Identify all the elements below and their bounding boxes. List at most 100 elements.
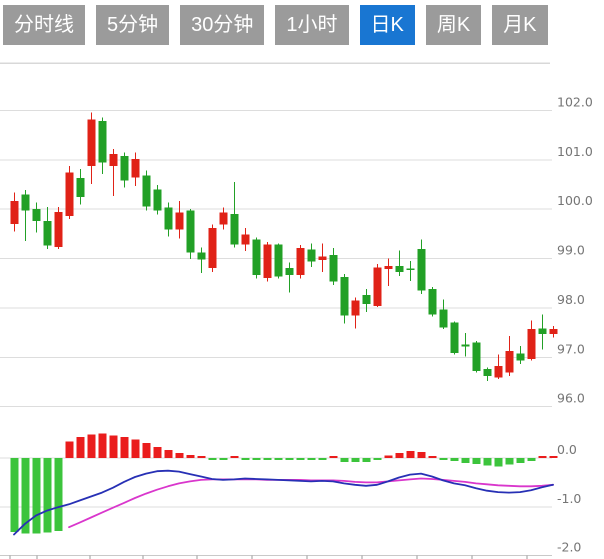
tab-period-4[interactable]: 日K bbox=[359, 5, 415, 45]
macd-bar bbox=[10, 458, 19, 533]
price-axis-label: 97.0 bbox=[557, 341, 585, 356]
candle-body bbox=[505, 350, 514, 373]
macd-bar bbox=[263, 458, 272, 460]
macd-bar bbox=[65, 441, 74, 458]
candle-body bbox=[197, 252, 206, 260]
candle-body bbox=[285, 267, 294, 275]
dea-line bbox=[68, 477, 554, 529]
macd-bar bbox=[538, 456, 547, 458]
macd-bar bbox=[329, 456, 338, 458]
candle-body bbox=[340, 276, 349, 316]
candle-body bbox=[164, 207, 173, 230]
candle-body bbox=[76, 178, 85, 197]
candle-body bbox=[142, 175, 151, 207]
macd-bar bbox=[230, 456, 239, 458]
macd-bar bbox=[153, 446, 162, 458]
macd-bar bbox=[450, 458, 459, 461]
tab-period-3[interactable]: 1小时 bbox=[275, 5, 349, 45]
macd-bar bbox=[395, 453, 404, 458]
macd-bar bbox=[285, 458, 294, 460]
candle-body bbox=[417, 249, 426, 291]
macd-axis-label: -1.0 bbox=[557, 491, 581, 506]
candle-body bbox=[219, 212, 228, 225]
macd-bar bbox=[43, 458, 52, 533]
candle-body bbox=[175, 212, 184, 230]
price-axis-label: 99.0 bbox=[557, 243, 585, 258]
candle-body bbox=[54, 212, 63, 248]
candle-body bbox=[65, 172, 74, 217]
candle-body bbox=[43, 221, 52, 246]
candle-body bbox=[98, 120, 107, 163]
macd-bar bbox=[318, 458, 327, 460]
macd-axis-label: -2.0 bbox=[557, 540, 581, 555]
macd-bar bbox=[109, 435, 118, 458]
candle-body bbox=[395, 265, 404, 272]
candle-body bbox=[472, 342, 481, 372]
macd-axis-label: 0.0 bbox=[557, 442, 577, 457]
macd-bar bbox=[54, 458, 63, 532]
candle-body bbox=[186, 210, 195, 253]
price-axis-label: 101.0 bbox=[557, 144, 593, 159]
macd-bar bbox=[21, 458, 30, 534]
candle-body bbox=[329, 255, 338, 282]
tab-period-0[interactable]: 分时线 bbox=[3, 5, 85, 45]
candle-body bbox=[527, 329, 536, 360]
macd-bar bbox=[340, 458, 349, 462]
candle-body bbox=[32, 209, 41, 222]
dif-line bbox=[13, 469, 554, 536]
macd-bar bbox=[76, 437, 85, 458]
candle-body bbox=[296, 248, 305, 275]
candle-body bbox=[274, 244, 283, 277]
candle-body bbox=[483, 369, 492, 377]
macd-bar bbox=[494, 458, 503, 467]
candle-body bbox=[109, 153, 118, 166]
candle-body bbox=[450, 322, 459, 353]
macd-bar bbox=[186, 455, 195, 458]
macd-bar bbox=[120, 437, 129, 458]
candle-body bbox=[439, 309, 448, 328]
candle-body bbox=[208, 227, 217, 268]
macd-bar bbox=[516, 458, 525, 463]
macd-bar bbox=[461, 458, 470, 463]
macd-bar bbox=[131, 439, 140, 458]
tab-period-6[interactable]: 月K bbox=[492, 5, 548, 45]
macd-bar bbox=[483, 458, 492, 466]
macd-bar bbox=[197, 456, 206, 458]
candle-body bbox=[549, 329, 558, 335]
candle-body bbox=[120, 155, 129, 181]
candle-body bbox=[494, 366, 503, 378]
candle-body bbox=[384, 265, 393, 269]
macd-bar bbox=[98, 433, 107, 458]
macd-bar bbox=[164, 450, 173, 458]
candle-body bbox=[318, 256, 327, 261]
macd-bar bbox=[219, 458, 228, 460]
candle-body bbox=[373, 267, 382, 306]
macd-bar bbox=[384, 455, 393, 458]
tab-period-2[interactable]: 30分钟 bbox=[180, 5, 265, 45]
candle-body bbox=[263, 244, 272, 278]
macd-bar bbox=[428, 456, 437, 458]
macd-bar bbox=[406, 451, 415, 458]
candle-body bbox=[241, 234, 250, 245]
macd-bar bbox=[274, 458, 283, 460]
macd-bar bbox=[296, 458, 305, 460]
price-axis-label: 96.0 bbox=[557, 391, 585, 406]
candle-body bbox=[131, 158, 140, 178]
tab-period-5[interactable]: 周K bbox=[425, 5, 482, 45]
macd-bar bbox=[472, 458, 481, 464]
tab-period-1[interactable]: 5分钟 bbox=[96, 5, 170, 45]
candle-body bbox=[406, 268, 415, 270]
candle-body bbox=[87, 119, 96, 166]
price-axis-label: 98.0 bbox=[557, 292, 585, 307]
macd-bar bbox=[307, 458, 316, 460]
macd-bar bbox=[175, 453, 184, 458]
macd-bar bbox=[362, 458, 371, 462]
price-axis-label: 100.0 bbox=[557, 193, 593, 208]
macd-bar bbox=[351, 458, 360, 462]
candle-body bbox=[230, 214, 239, 245]
macd-bar bbox=[142, 442, 151, 458]
candle-body bbox=[351, 300, 360, 316]
macd-bar bbox=[87, 434, 96, 458]
